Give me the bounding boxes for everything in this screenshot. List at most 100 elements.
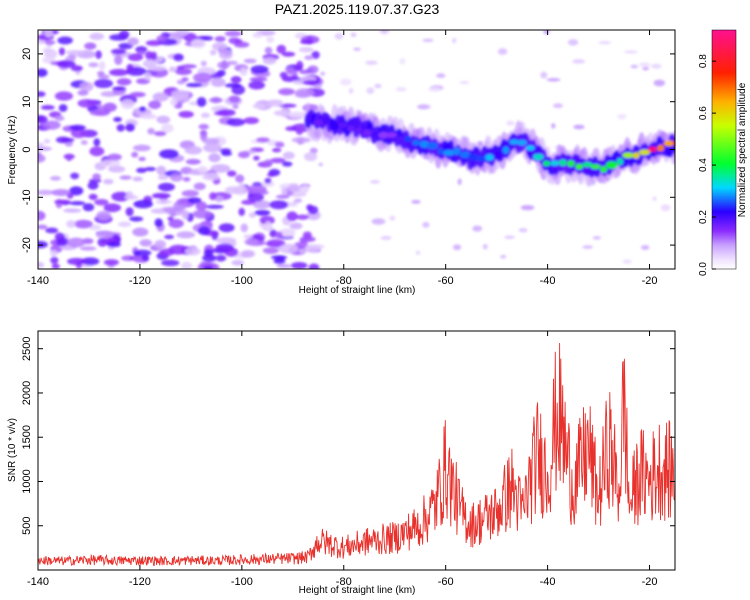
noise-blob [50,249,58,257]
noise-blob [40,105,55,110]
ridge-core [582,162,593,168]
noise-blob [399,58,406,65]
ridge-core [404,135,412,142]
noise-blob [174,68,192,75]
ridge-core [599,166,608,173]
noise-blob [38,146,52,151]
noise-blob [103,178,114,185]
noise-blob [144,71,152,81]
noise-blob [96,210,112,221]
noise-blob [161,123,174,133]
y-tick-label: 2000 [21,381,33,405]
noise-blob [144,166,157,172]
ridge-core [672,140,675,146]
noise-blob [38,142,45,147]
noise-blob [79,246,97,251]
noise-blob [379,30,389,35]
noise-blob [266,239,286,248]
noise-blob [370,180,380,184]
noise-blob [300,39,314,45]
noise-blob [572,59,586,64]
noise-blob [497,48,508,55]
ridge-core [322,117,331,124]
noise-blob [168,31,188,38]
noise-blob [167,216,174,221]
ridge-core [663,140,674,147]
noise-blob [660,204,671,212]
noise-blob [226,170,237,177]
noise-blob [209,192,217,201]
noise-blob [652,196,657,202]
noise-blob [248,80,265,90]
x-tick-label: -60 [438,275,454,287]
x-tick-label: -120 [129,275,151,287]
noise-blob [57,36,73,45]
noise-blob [617,113,627,120]
noise-blob [88,193,98,201]
noise-blob [428,86,442,93]
noise-blob [215,243,234,252]
noise-blob [70,172,80,180]
noise-blob [156,115,171,124]
noise-blob [417,104,431,110]
noise-blob [178,110,194,118]
noise-blob [243,58,257,64]
noise-blob [472,225,483,232]
noise-blob [66,220,76,228]
noise-blob [193,182,206,191]
noise-blob [243,117,259,125]
noise-blob [296,60,304,71]
noise-blob [238,182,245,192]
noise-blob [185,158,201,165]
noise-blob [203,265,214,269]
noise-blob [148,100,162,110]
noise-blob [281,186,288,197]
ridge-core [550,160,560,166]
noise-blob [348,87,354,94]
noise-blob [181,261,193,269]
noise-blob [155,199,172,205]
noise-blob [304,55,314,60]
noise-blob [224,186,242,194]
snr-x-axis-label: Height of straight line (km) [299,585,416,596]
noise-blob [288,111,306,119]
noise-blob [366,87,375,94]
noise-blobs [38,30,671,269]
noise-blob [274,141,285,148]
noise-blob [185,82,203,88]
noise-blob [129,216,144,222]
y-tick-label: 0 [21,146,33,152]
noise-blob [296,214,310,220]
noise-blob [120,99,135,110]
noise-blob [92,173,101,181]
x-tick-label: -20 [642,576,658,588]
noise-blob [95,50,102,60]
noise-blob [79,81,94,92]
noise-blob [181,209,189,220]
noise-blob [103,203,122,213]
noise-blob [270,157,286,164]
noise-blob [133,199,153,209]
noise-blob [210,77,226,88]
snr-frame [37,330,676,571]
x-tick-label: -40 [540,275,556,287]
noise-blob [546,77,561,82]
noise-blob [208,153,221,163]
noise-blob [313,84,322,89]
ridge-core [632,152,640,159]
noise-blob [113,117,122,122]
x-tick-label: -20 [642,275,658,287]
noise-blob [422,38,434,42]
noise-blob [43,120,61,130]
noise-blob [380,235,392,241]
noise-blob [45,227,59,234]
noise-blob [173,53,184,62]
noise-blob [269,229,277,238]
noise-blob [279,228,296,238]
x-tick-label: -80 [336,275,352,287]
noise-blob [110,48,127,55]
noise-blob [243,234,253,239]
noise-blob [112,86,127,91]
noise-blob [101,159,121,167]
noise-blob [56,237,69,247]
